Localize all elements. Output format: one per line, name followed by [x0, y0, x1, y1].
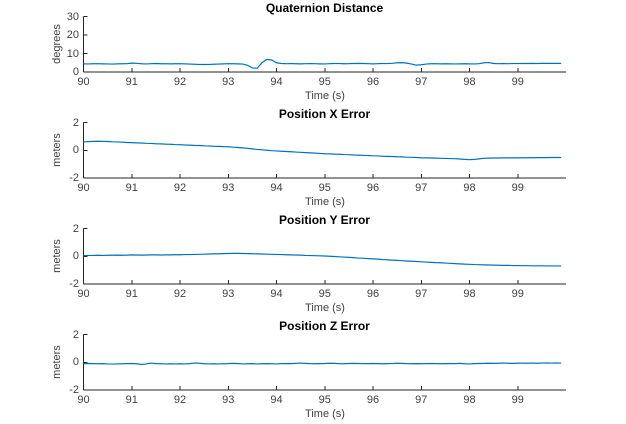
x-tick-label: 98 [463, 76, 476, 88]
subplot-position-z-error: Position Z Error meters -2 0 2 90 91 92 93 94 9… [0, 318, 626, 424]
x-axis-label: Time (s) [305, 302, 345, 314]
x-tick-label: 95 [318, 76, 331, 88]
x-tick-label: 99 [511, 288, 524, 300]
y-tick-label: 0 [72, 144, 79, 157]
subplot-quaternion-distance: Quaternion Distance degrees 0 10 20 30 90 91… [0, 0, 626, 106]
x-tick-label: 91 [125, 182, 138, 194]
x-tick-label: 92 [173, 394, 187, 406]
x-axis-label: Time (s) [305, 90, 345, 102]
chart-title: Position X Error [278, 107, 371, 121]
position-y-error-plot-canvas [83, 228, 566, 285]
x-axis-label: Time (s) [305, 196, 345, 208]
x-tick-label: 97 [415, 288, 428, 300]
x-tick-label: 99 [511, 76, 524, 88]
y-tick-label: 30 [66, 10, 79, 23]
chart-title: Position Z Error [279, 319, 370, 333]
y-tick-label: 2 [72, 328, 79, 341]
y-tick-label: -2 [69, 172, 79, 184]
x-tick-label: 90 [77, 394, 90, 406]
data-series-line [83, 362, 562, 366]
x-tick-label: 96 [366, 288, 380, 300]
x-tick-label: 91 [125, 288, 138, 300]
x-axis-label: Time (s) [305, 408, 345, 420]
x-tick-label: 91 [125, 76, 138, 88]
x-tick-label: 97 [415, 394, 428, 406]
x-tick-label: 93 [222, 76, 235, 88]
x-tick-label: 91 [125, 394, 138, 406]
x-tick-label: 99 [511, 394, 524, 406]
x-tick-label: 98 [463, 394, 476, 406]
x-tick-label: 97 [415, 76, 428, 88]
x-tick-label: 94 [270, 394, 283, 406]
data-series-line [83, 140, 562, 161]
y-tick-label: 2 [72, 116, 79, 129]
x-tick-label: 97 [415, 182, 428, 194]
x-tick-label: 98 [463, 288, 476, 300]
quaternion-distance-plot-canvas [83, 16, 566, 73]
y-tick-label: -2 [69, 278, 79, 290]
y-tick-label: 10 [66, 47, 79, 60]
x-tick-label: 90 [77, 76, 90, 88]
x-tick-label: 94 [270, 182, 283, 194]
y-tick-label: 0 [72, 250, 79, 263]
subplot-position-x-error: Position X Error meters -2 0 2 90 91 92 93 94 9… [0, 106, 626, 212]
y-tick-label: 20 [66, 29, 79, 41]
x-tick-label: 98 [463, 182, 476, 194]
x-tick-label: 92 [173, 76, 187, 88]
subplot-position-y-error: Position Y Error meters -2 0 2 90 91 92 93 94 9… [0, 212, 626, 318]
x-tick-label: 96 [366, 76, 380, 88]
x-tick-label: 93 [222, 182, 235, 194]
x-tick-label: 96 [366, 394, 380, 406]
x-tick-label: 95 [318, 288, 331, 300]
position-z-error-plot-canvas [83, 334, 566, 391]
x-tick-label: 95 [318, 394, 331, 406]
chart-title: Position Y Error [279, 213, 370, 227]
x-tick-label: 94 [270, 76, 283, 88]
chart-title: Quaternion Distance [265, 1, 384, 15]
x-tick-label: 93 [222, 288, 235, 300]
x-tick-label: 95 [318, 182, 331, 194]
position-x-error-plot-canvas [83, 122, 566, 179]
y-tick-label: 0 [72, 356, 79, 369]
y-tick-label: -2 [69, 384, 79, 396]
x-tick-label: 93 [222, 394, 235, 406]
data-series-line [83, 252, 562, 267]
x-tick-label: 96 [366, 182, 380, 194]
x-tick-label: 90 [77, 288, 90, 300]
x-tick-label: 99 [511, 182, 524, 194]
x-tick-label: 94 [270, 288, 283, 300]
y-tick-label: 0 [72, 66, 79, 78]
x-tick-label: 90 [77, 182, 90, 194]
y-tick-label: 2 [72, 222, 79, 235]
data-series-line [83, 58, 562, 69]
x-tick-label: 92 [173, 182, 187, 194]
x-tick-label: 92 [173, 288, 187, 300]
